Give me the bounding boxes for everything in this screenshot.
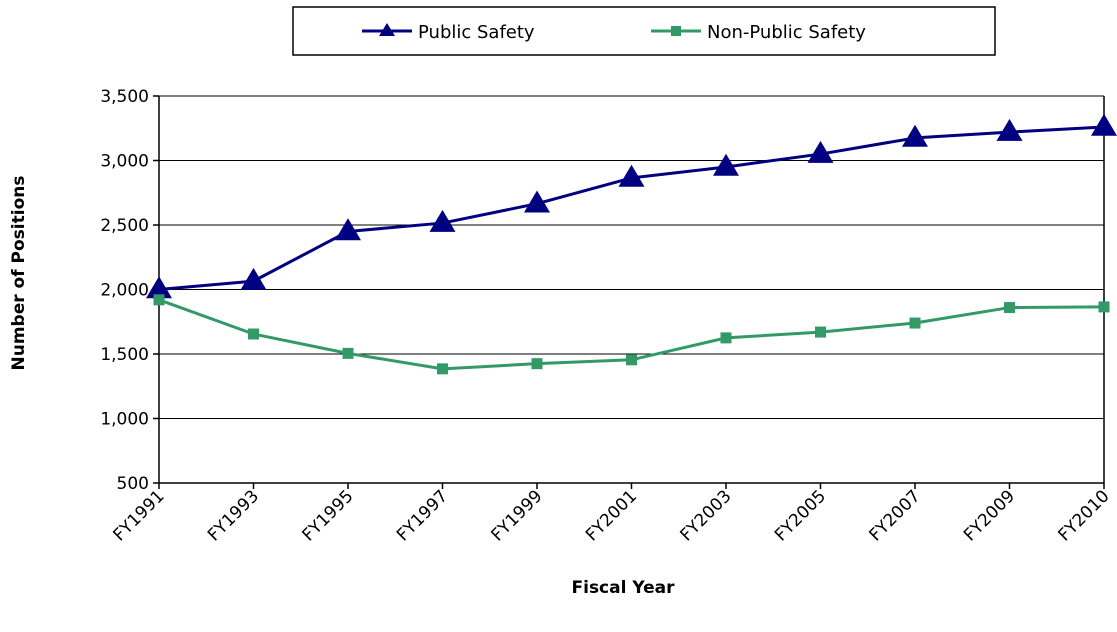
series [146, 113, 1117, 375]
data-point-triangle [146, 276, 172, 299]
data-point-square [153, 294, 165, 306]
x-tick-labels: FY1991 FY1993 FY1995 FY1997 FY1999 FY2001 FY20… [110, 486, 1114, 545]
series-line [158, 125, 1105, 291]
data-point-triangle [524, 190, 550, 213]
legend-marker-public-safety [379, 23, 395, 36]
y-tick-label: 3,500 [100, 87, 149, 107]
data-point-triangle [996, 118, 1023, 141]
data-point-triangle [335, 218, 361, 241]
data-point-square [1098, 301, 1110, 313]
y-tick-label: 1,000 [100, 410, 149, 430]
data-point-triangle [429, 209, 456, 232]
x-tick-label: FY1995 [299, 486, 358, 545]
data-point-triangle [807, 140, 834, 163]
y-tick-label: 1,500 [100, 345, 149, 365]
data-point-square [909, 317, 921, 329]
gridlines [153, 95, 1105, 489]
y-tick-label: 500 [117, 474, 149, 494]
y-axis-title: Number of Positions [9, 176, 29, 371]
data-point-triangle [240, 267, 267, 290]
x-tick-label: FY1997 [393, 486, 452, 545]
legend-label-non-public-safety: Non-Public Safety [707, 22, 866, 43]
data-point-square [720, 332, 732, 344]
x-tick-label: FY1991 [110, 486, 169, 545]
data-point-square [437, 363, 448, 375]
data-point-square [342, 347, 354, 359]
data-point-triangle [902, 124, 928, 147]
series-0 [146, 113, 1117, 299]
legend-label-public-safety: Public Safety [418, 22, 535, 43]
x-tick-label: FY1993 [204, 486, 263, 545]
x-tick-label: FY2001 [582, 486, 641, 545]
x-axis-title: Fiscal Year [572, 578, 676, 598]
y-tick-label: 3,000 [100, 152, 149, 172]
y-tick-labels: 500 1,000 1,500 2,000 2,500 3,000 3,500 [100, 87, 149, 494]
data-point-square [815, 326, 826, 338]
y-tick-label: 2,500 [100, 216, 149, 236]
x-tick-label: FY2003 [677, 486, 736, 545]
y-tick-label: 2,000 [100, 281, 149, 301]
data-point-square [531, 358, 543, 370]
x-tick-label: FY1999 [488, 486, 547, 545]
x-tick-label: FY2009 [960, 486, 1019, 545]
x-tick-label: FY2007 [866, 486, 925, 545]
data-point-triangle [713, 153, 739, 176]
x-tick-label: FY2010 [1055, 486, 1114, 545]
data-point-square [626, 354, 637, 366]
data-point-triangle [1091, 113, 1117, 136]
x-tick-label: FY2005 [771, 486, 830, 545]
data-point-square [1004, 302, 1015, 314]
data-point-square [248, 328, 259, 340]
legend: Public Safety Non-Public Safety [292, 6, 996, 56]
series-1 [153, 294, 1110, 375]
legend-marker-non-public-safety [671, 26, 681, 36]
data-point-triangle [618, 164, 645, 187]
